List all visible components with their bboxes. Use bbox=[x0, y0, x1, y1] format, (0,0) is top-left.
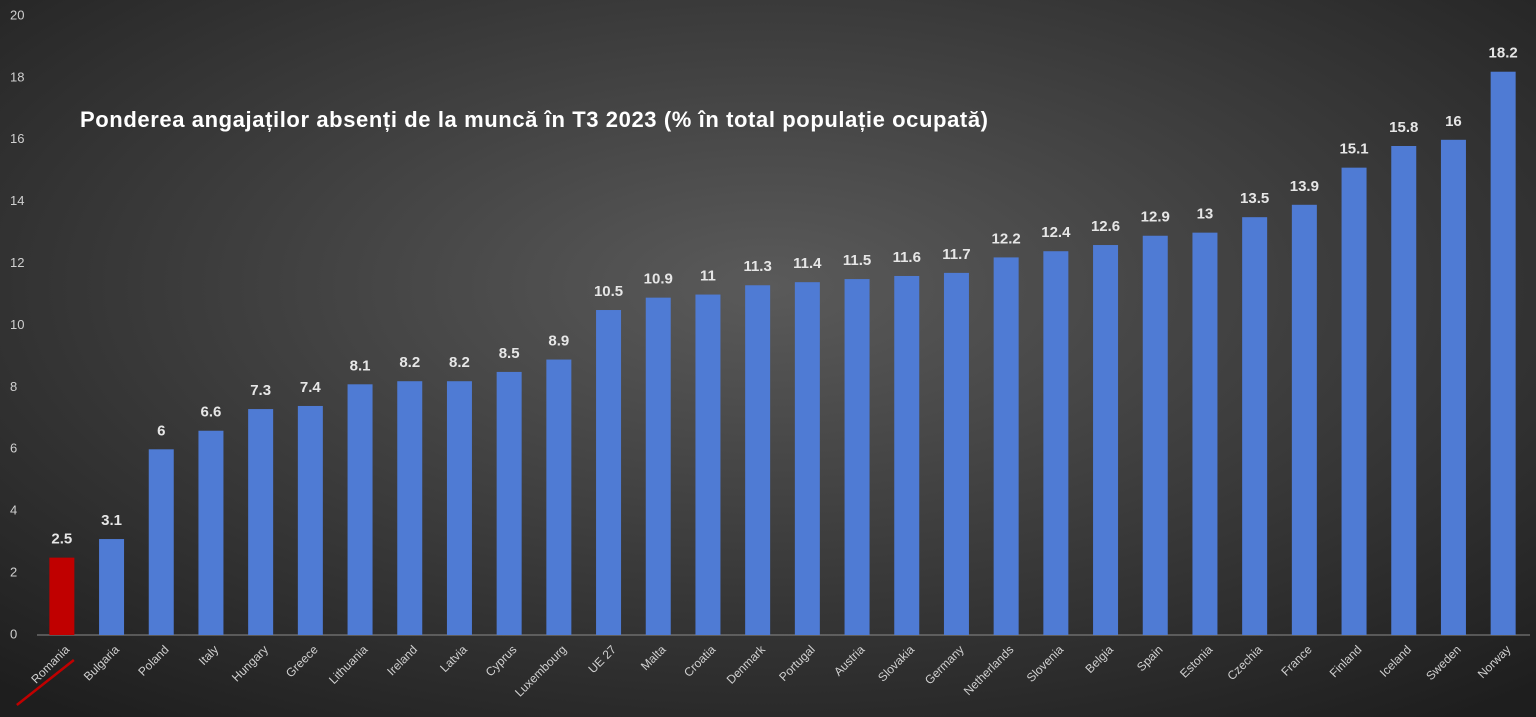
value-label: 13.5 bbox=[1240, 190, 1269, 207]
value-label: 11.4 bbox=[793, 255, 822, 272]
value-label: 12.2 bbox=[992, 230, 1021, 247]
value-label: 7.4 bbox=[300, 379, 322, 396]
y-tick-label: 10 bbox=[10, 317, 24, 332]
bar bbox=[397, 381, 423, 635]
y-tick-label: 14 bbox=[10, 193, 24, 208]
value-label: 8.5 bbox=[499, 345, 520, 362]
y-tick-label: 18 bbox=[10, 69, 24, 84]
value-label: 6.6 bbox=[201, 404, 222, 421]
value-label: 2.5 bbox=[51, 531, 72, 548]
value-label: 11.3 bbox=[743, 258, 771, 275]
bar bbox=[794, 282, 820, 635]
bar bbox=[99, 539, 125, 635]
y-tick-label: 0 bbox=[10, 626, 17, 641]
bar bbox=[894, 275, 920, 635]
bar bbox=[745, 285, 771, 635]
value-label: 7.3 bbox=[250, 382, 271, 399]
bar bbox=[1341, 167, 1367, 635]
bar bbox=[496, 371, 522, 635]
bar bbox=[1242, 217, 1268, 636]
value-label: 12.4 bbox=[1041, 224, 1071, 241]
bar bbox=[645, 297, 671, 635]
bar bbox=[198, 430, 224, 635]
value-label: 12.6 bbox=[1091, 218, 1120, 235]
bar bbox=[596, 310, 622, 635]
value-label: 6 bbox=[157, 422, 165, 439]
value-label: 10.9 bbox=[644, 271, 673, 288]
bar bbox=[1440, 139, 1466, 636]
bar bbox=[148, 449, 174, 635]
value-label: 10.5 bbox=[594, 283, 623, 300]
bar bbox=[1490, 71, 1516, 635]
value-label: 8.9 bbox=[548, 333, 569, 350]
value-label: 13.9 bbox=[1290, 178, 1319, 195]
bar bbox=[1093, 245, 1119, 635]
bar bbox=[347, 384, 373, 635]
bar bbox=[1043, 251, 1069, 635]
bar bbox=[993, 257, 1019, 635]
value-label: 15.8 bbox=[1389, 119, 1418, 136]
y-tick-label: 12 bbox=[10, 255, 24, 270]
y-tick-label: 20 bbox=[10, 7, 24, 22]
value-label: 8.1 bbox=[350, 357, 371, 374]
value-label: 11.7 bbox=[942, 246, 970, 263]
value-label: 11.5 bbox=[843, 252, 871, 269]
bar bbox=[1391, 145, 1417, 636]
bar bbox=[446, 381, 472, 635]
value-label: 8.2 bbox=[449, 354, 470, 371]
y-tick-label: 2 bbox=[10, 565, 17, 580]
bar bbox=[248, 409, 274, 635]
bar bbox=[1291, 204, 1317, 636]
value-label: 8.2 bbox=[399, 354, 420, 371]
chart-title: Ponderea angajaților absenți de la muncă… bbox=[80, 107, 989, 132]
bar bbox=[546, 359, 572, 635]
value-label: 3.1 bbox=[101, 512, 122, 529]
value-label: 12.9 bbox=[1141, 209, 1170, 226]
y-tick-label: 6 bbox=[10, 441, 17, 456]
bar bbox=[297, 405, 323, 635]
bar bbox=[1142, 235, 1168, 635]
value-label: 13 bbox=[1197, 206, 1214, 223]
value-label: 11.6 bbox=[893, 249, 921, 266]
y-tick-label: 8 bbox=[10, 379, 17, 394]
bar bbox=[49, 557, 75, 635]
y-tick-label: 4 bbox=[10, 503, 17, 518]
strike-line bbox=[16, 659, 75, 706]
value-label: 15.1 bbox=[1339, 141, 1368, 158]
value-label: 11 bbox=[700, 268, 716, 285]
bar bbox=[1192, 232, 1218, 635]
y-tick-label: 16 bbox=[10, 131, 24, 146]
value-label: 18.2 bbox=[1489, 45, 1518, 62]
bar bbox=[695, 294, 721, 635]
bar bbox=[943, 272, 969, 635]
value-label: 16 bbox=[1445, 113, 1462, 130]
bar bbox=[844, 279, 870, 635]
